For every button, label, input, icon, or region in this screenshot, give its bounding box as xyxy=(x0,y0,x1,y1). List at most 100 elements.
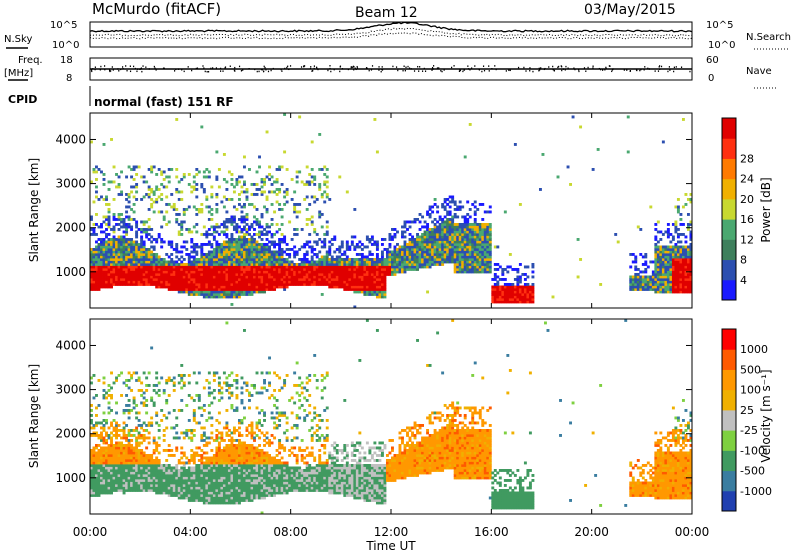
range-gate-cell xyxy=(448,245,452,249)
range-gate-cell xyxy=(416,245,419,249)
range-gate-cell xyxy=(132,265,136,269)
range-gate-cell xyxy=(200,260,204,264)
range-gate-cell xyxy=(448,205,452,209)
range-gate-cell xyxy=(207,288,211,291)
range-gate-cell xyxy=(669,273,673,276)
range-gate-cell xyxy=(428,248,432,251)
range-gate-cell xyxy=(175,218,179,221)
range-gate-cell xyxy=(127,218,131,221)
range-gate-cell xyxy=(365,265,369,269)
range-gate-cell xyxy=(190,275,194,279)
range-gate-cell xyxy=(142,273,146,276)
range-gate-cell xyxy=(453,253,457,256)
range-gate-cell xyxy=(155,280,159,284)
range-gate-cell xyxy=(315,275,319,279)
range-gate-cell xyxy=(310,275,314,279)
range-gate-cell xyxy=(180,268,184,271)
range-gate-cell xyxy=(115,263,118,266)
range-gate-cell xyxy=(674,205,678,209)
range-gate-cell xyxy=(481,260,485,264)
range-gate-cell xyxy=(503,278,507,281)
range-gate-cell xyxy=(283,288,287,291)
range-gate-cell xyxy=(102,245,106,249)
range-gate-cell xyxy=(175,260,179,264)
range-gate-cell xyxy=(210,268,214,271)
range-gate-cell xyxy=(177,290,181,294)
range-gate-cell xyxy=(215,243,219,246)
range-gate-cell xyxy=(175,275,179,279)
range-gate-cell xyxy=(373,290,377,294)
range-gate-cell xyxy=(363,288,367,291)
range-gate-cell xyxy=(684,278,688,281)
range-gate-cell xyxy=(160,198,164,201)
range-gate-cell xyxy=(232,190,236,194)
range-gate-cell xyxy=(95,421,98,425)
range-gate-cell xyxy=(433,245,437,249)
range-gate-cell xyxy=(112,260,116,264)
range-gate-cell xyxy=(295,253,299,256)
range-gate-cell xyxy=(142,258,146,261)
range-gate-cell xyxy=(330,268,334,271)
range-gate-cell xyxy=(330,273,334,276)
nave-point xyxy=(636,69,638,72)
range-gate-cell xyxy=(458,248,462,251)
range-gate-cell xyxy=(468,270,472,274)
range-gate-cell xyxy=(375,253,379,256)
range-gate-cell xyxy=(167,265,171,269)
range-gate-cell xyxy=(478,268,482,271)
range-gate-cell xyxy=(152,253,156,256)
nave-point xyxy=(280,68,282,71)
range-gate-cell xyxy=(230,303,234,306)
y-tick-label: 3000 xyxy=(55,177,86,191)
range-gate-cell xyxy=(127,451,131,455)
range-gate-cell xyxy=(496,298,500,301)
range-gate-cell xyxy=(488,210,492,214)
range-gate-cell xyxy=(120,454,124,457)
range-gate-cell xyxy=(110,486,113,490)
range-gate-cell xyxy=(360,280,364,284)
range-gate-cell xyxy=(135,275,139,279)
range-gate-cell xyxy=(451,230,455,234)
range-gate-cell xyxy=(222,240,226,244)
range-gate-cell xyxy=(300,265,304,269)
range-gate-cell xyxy=(538,188,542,191)
range-gate-cell xyxy=(308,280,312,284)
range-gate-cell xyxy=(260,290,264,294)
range-gate-cell xyxy=(406,245,409,249)
range-gate-cell xyxy=(217,278,221,281)
nave-point xyxy=(183,70,185,73)
range-gate-cell xyxy=(200,270,204,274)
range-gate-cell xyxy=(674,228,678,231)
range-gate-cell xyxy=(137,280,141,284)
range-gate-cell xyxy=(426,248,430,251)
range-gate-cell xyxy=(686,213,690,216)
range-gate-cell xyxy=(664,250,668,254)
range-gate-cell xyxy=(240,283,244,286)
range-gate-cell xyxy=(338,283,342,286)
range-gate-cell xyxy=(461,253,465,256)
range-gate-cell xyxy=(202,260,206,264)
range-gate-cell xyxy=(676,240,680,244)
range-gate-cell xyxy=(310,283,314,286)
range-gate-cell xyxy=(370,253,374,256)
range-gate-cell xyxy=(97,258,101,261)
range-gate-cell xyxy=(160,210,164,214)
range-gate-cell xyxy=(368,263,372,266)
range-gate-cell xyxy=(263,245,266,249)
range-gate-cell xyxy=(92,466,96,470)
range-gate-cell xyxy=(451,200,455,204)
range-gate-cell xyxy=(486,240,490,244)
range-gate-cell xyxy=(110,268,113,271)
range-gate-cell xyxy=(375,275,379,279)
range-gate-cell xyxy=(350,258,354,261)
range-gate-cell xyxy=(105,441,108,445)
range-gate-cell xyxy=(461,270,465,274)
range-gate-cell xyxy=(378,295,382,299)
range-gate-cell xyxy=(107,446,111,450)
range-gate-cell xyxy=(90,469,93,472)
range-gate-cell xyxy=(245,278,249,281)
range-gate-cell xyxy=(195,223,199,226)
range-gate-cell xyxy=(200,283,204,286)
range-gate-cell xyxy=(666,253,670,256)
range-gate-cell xyxy=(120,170,124,174)
